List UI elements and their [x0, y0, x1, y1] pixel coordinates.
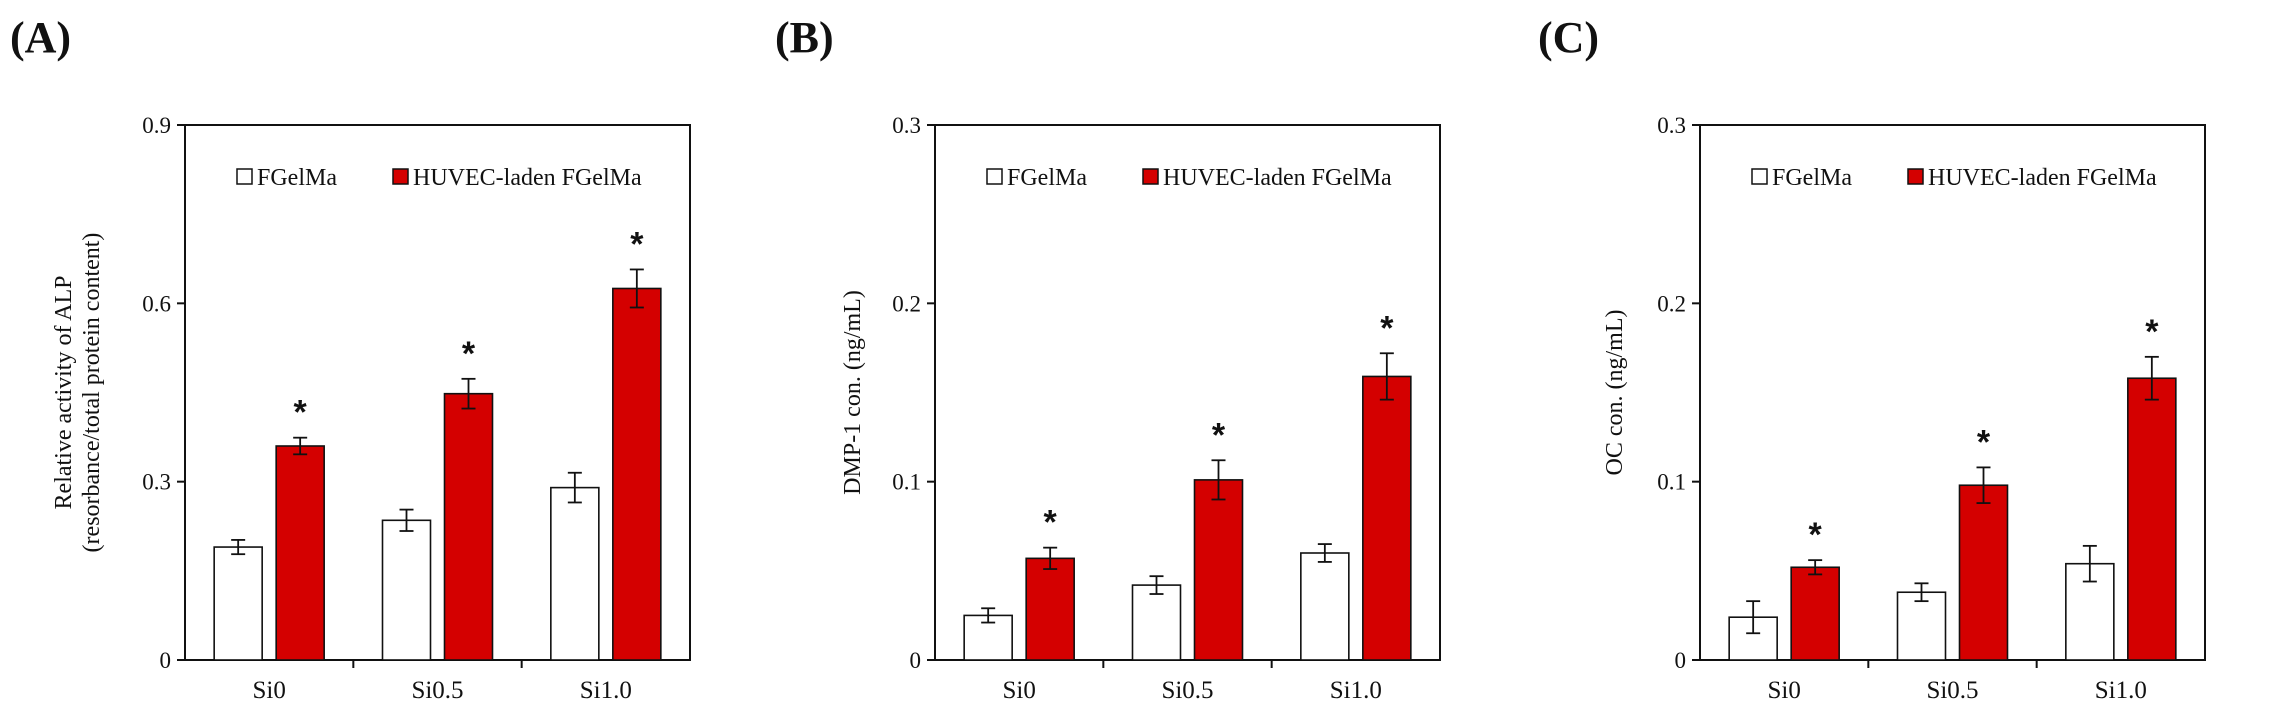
- significance-star: *: [1044, 504, 1058, 542]
- bar-huvec-fgelma: [1958, 484, 2009, 661]
- bar-huvec-fgelma: [1193, 479, 1244, 661]
- plot-frame: [184, 124, 691, 661]
- significance-star: *: [294, 394, 308, 432]
- bar-huvec-fgelma: [275, 445, 325, 661]
- legend-label-fgelma: FGelMa: [1772, 165, 1852, 191]
- x-tick-label: Si0: [1767, 677, 1800, 704]
- y-tick-label: 0.2: [1657, 291, 1686, 316]
- bar-fgelma: [1896, 591, 1947, 661]
- bar-huvec-fgelma: [612, 287, 662, 661]
- significance-star: *: [1977, 423, 1991, 461]
- legend-swatch-huvec-fgelma: [1907, 168, 1924, 185]
- legend-swatch-huvec-fgelma: [392, 168, 409, 185]
- panel-c: (C) 0 0.1 0.2 0.3 OC con. (ng/mL) Si0 * Si0.5 * Si…: [1538, 13, 2206, 704]
- bar-huvec-fgelma: [1790, 566, 1840, 661]
- y-tick-label: 0.3: [142, 470, 171, 495]
- y-tick-label: 0.3: [892, 113, 921, 138]
- y-tick-label: 0.2: [892, 291, 921, 316]
- significance-star: *: [462, 335, 476, 373]
- significance-star: *: [1212, 416, 1226, 454]
- significance-star: *: [1809, 516, 1823, 554]
- y-axis-label: (resorbance/total protein content): [79, 233, 105, 553]
- x-tick-label: Si0: [1002, 677, 1035, 704]
- x-tick-label: Si0.5: [411, 677, 463, 704]
- significance-star: *: [630, 225, 644, 263]
- legend-label-fgelma: FGelMa: [1007, 165, 1087, 191]
- bar-fgelma: [1131, 584, 1182, 661]
- y-axis-label: OC con. (ng/mL): [1602, 310, 1628, 476]
- x-tick-label: Si0.5: [1161, 677, 1213, 704]
- bar-fgelma: [213, 546, 263, 661]
- legend-swatch-huvec-fgelma: [1142, 168, 1159, 185]
- panel-b: (B) 0 0.1 0.2 0.3 DMP-1 con. (ng/mL) Si0 * Si0.5…: [775, 13, 1441, 704]
- legend-label-huvec-fgelma: HUVEC-laden FGelMa: [1163, 165, 1392, 191]
- bar-fgelma: [381, 519, 432, 661]
- legend-label-huvec-fgelma: HUVEC-laden FGelMa: [413, 165, 642, 191]
- x-tick-label: Si1.0: [1330, 677, 1382, 704]
- bar-fgelma: [550, 486, 600, 661]
- legend-swatch-fgelma: [986, 168, 1003, 185]
- significance-star: *: [2145, 313, 2159, 351]
- y-tick-label: 0.1: [1657, 470, 1686, 495]
- y-tick-label: 0.9: [142, 113, 171, 138]
- bar-huvec-fgelma: [2127, 377, 2177, 661]
- y-tick-label: 0: [910, 648, 922, 673]
- plot-frame: [934, 124, 1441, 661]
- plot-frame: [1699, 124, 2206, 661]
- x-tick-label: Si0.5: [1926, 677, 1978, 704]
- y-tick-label: 0.6: [142, 291, 171, 316]
- x-tick-label: Si1.0: [580, 677, 632, 704]
- panel-label: (A): [10, 13, 71, 62]
- significance-star: *: [1380, 309, 1394, 347]
- legend-swatch-fgelma: [1751, 168, 1768, 185]
- panel-a: (A) 0 0.3 0.6 0.9 Relative activity of ALP (re…: [10, 13, 691, 704]
- y-axis-label: Relative activity of ALP: [51, 276, 77, 510]
- legend-swatch-fgelma: [236, 168, 253, 185]
- panel-label: (B): [775, 13, 834, 62]
- y-tick-label: 0.1: [892, 470, 921, 495]
- bar-fgelma: [1300, 552, 1350, 661]
- legend-label-fgelma: FGelMa: [257, 165, 337, 191]
- y-axis-label: DMP-1 con. (ng/mL): [840, 290, 866, 495]
- bar-huvec-fgelma: [443, 392, 494, 661]
- y-tick-label: 0.3: [1657, 113, 1686, 138]
- y-tick-label: 0: [1675, 648, 1687, 673]
- x-tick-label: Si0: [252, 677, 285, 704]
- bar-huvec-fgelma: [1025, 557, 1075, 661]
- y-tick-label: 0: [160, 648, 172, 673]
- bar-huvec-fgelma: [1362, 375, 1412, 661]
- panel-label: (C): [1538, 13, 1599, 62]
- legend-label-huvec-fgelma: HUVEC-laden FGelMa: [1928, 165, 2157, 191]
- bar-fgelma: [963, 614, 1013, 661]
- x-tick-label: Si1.0: [2095, 677, 2147, 704]
